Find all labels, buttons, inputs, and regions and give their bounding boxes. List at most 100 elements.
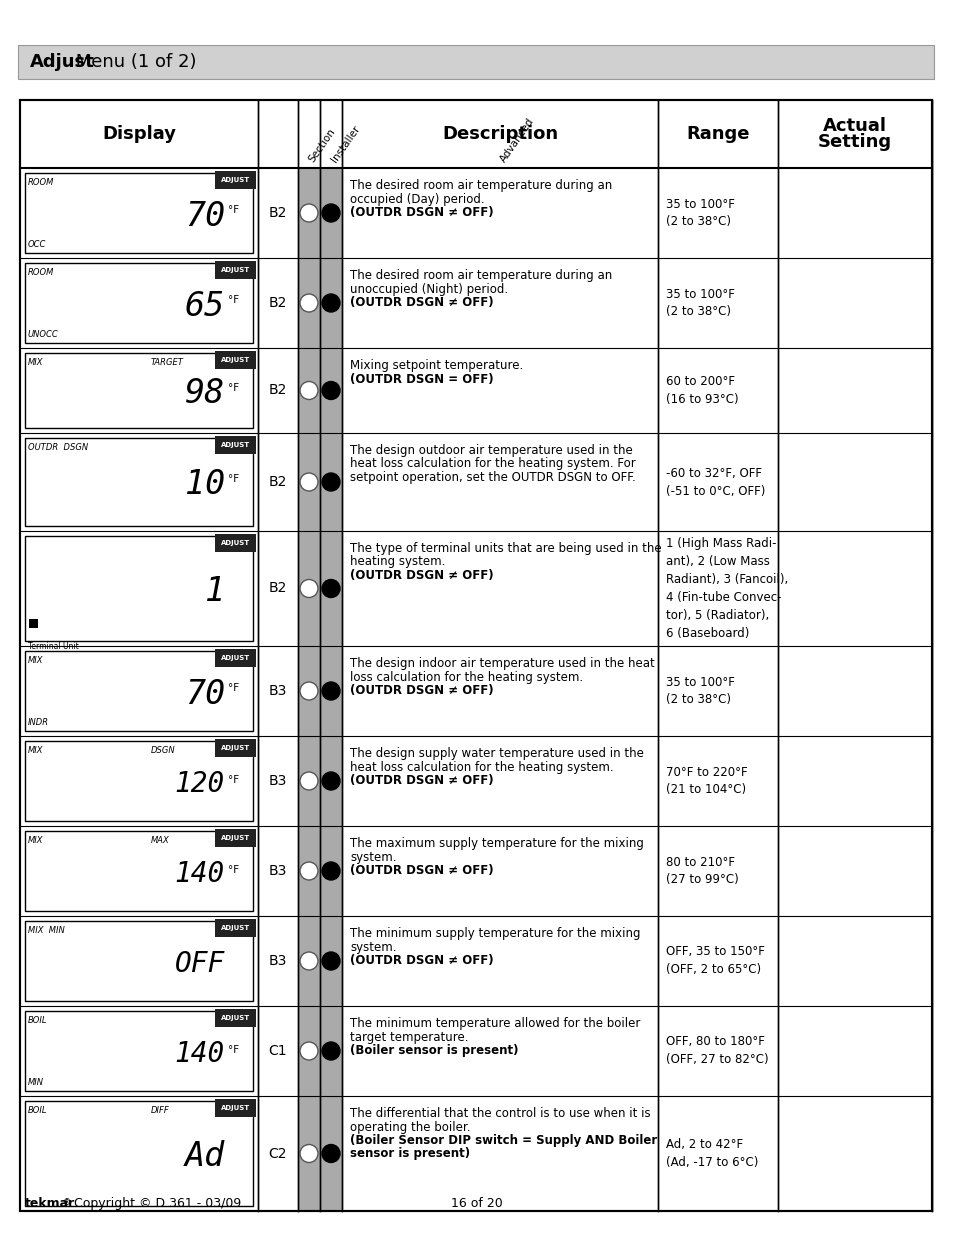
Bar: [25, 438, 253, 526]
Text: The desired room air temperature during an: The desired room air temperature during …: [350, 269, 612, 282]
Text: Setting: Setting: [817, 133, 891, 151]
Text: (Boiler sensor is present): (Boiler sensor is present): [350, 1044, 518, 1057]
Text: B2: B2: [269, 582, 287, 595]
Text: 35 to 100°F
(2 to 38°C): 35 to 100°F (2 to 38°C): [665, 676, 734, 706]
Text: ADJUST: ADJUST: [220, 177, 250, 183]
Text: ADJUST: ADJUST: [220, 1015, 250, 1021]
Text: ADJUST: ADJUST: [220, 745, 250, 751]
Circle shape: [322, 382, 339, 399]
Text: (OUTDR DSGN ≠ OFF): (OUTDR DSGN ≠ OFF): [350, 684, 493, 697]
Text: The type of terminal units that are being used in the: The type of terminal units that are bein…: [350, 542, 661, 555]
Text: °F: °F: [228, 474, 239, 484]
Text: DIFF: DIFF: [151, 1107, 169, 1115]
Text: C2: C2: [269, 1146, 287, 1161]
Text: The desired room air temperature during an: The desired room air temperature during …: [350, 179, 612, 191]
Text: 16 of 20: 16 of 20: [451, 1197, 502, 1210]
Text: -60 to 32°F, OFF
(-51 to 0°C, OFF): -60 to 32°F, OFF (-51 to 0°C, OFF): [665, 467, 764, 498]
Text: OFF, 35 to 150°F
(OFF, 2 to 65°C): OFF, 35 to 150°F (OFF, 2 to 65°C): [665, 946, 764, 977]
Text: B3: B3: [269, 774, 287, 788]
Text: 1 (High Mass Radi-
ant), 2 (Low Mass
Radiant), 3 (Fancoil),
4 (Fin-tube Convec-
: 1 (High Mass Radi- ant), 2 (Low Mass Rad…: [665, 537, 787, 640]
Text: 70: 70: [185, 200, 225, 232]
Circle shape: [322, 682, 339, 700]
Text: C1: C1: [269, 1044, 287, 1058]
Text: ROOM: ROOM: [28, 268, 54, 277]
Text: 60 to 200°F
(16 to 93°C): 60 to 200°F (16 to 93°C): [665, 375, 738, 406]
Text: B3: B3: [269, 684, 287, 698]
Text: (OUTDR DSGN ≠ OFF): (OUTDR DSGN ≠ OFF): [350, 206, 493, 219]
Text: B3: B3: [269, 953, 287, 968]
Text: B2: B2: [269, 475, 287, 489]
Circle shape: [322, 473, 339, 492]
Text: ADJUST: ADJUST: [220, 442, 250, 448]
Bar: [29, 619, 38, 629]
Text: The design outdoor air temperature used in the: The design outdoor air temperature used …: [350, 445, 632, 457]
Text: ®: ®: [63, 1198, 71, 1207]
Text: Ad: Ad: [185, 1140, 225, 1173]
Text: 120: 120: [174, 769, 225, 798]
Bar: [25, 831, 253, 911]
Circle shape: [299, 204, 317, 222]
Bar: [25, 263, 253, 343]
Text: The minimum supply temperature for the mixing: The minimum supply temperature for the m…: [350, 927, 639, 940]
Text: MIX: MIX: [28, 656, 44, 664]
Text: 140: 140: [174, 860, 225, 888]
Text: °F: °F: [228, 683, 239, 693]
Text: ADJUST: ADJUST: [220, 655, 250, 661]
Text: OFF, 80 to 180°F
(OFF, 27 to 82°C): OFF, 80 to 180°F (OFF, 27 to 82°C): [665, 1035, 768, 1067]
Text: unoccupied (Night) period.: unoccupied (Night) period.: [350, 283, 508, 295]
Text: ADJUST: ADJUST: [220, 835, 250, 841]
Text: Adjust: Adjust: [30, 53, 94, 70]
Text: occupied (Day) period.: occupied (Day) period.: [350, 193, 484, 205]
Text: Advanced: Advanced: [497, 116, 536, 164]
Bar: [25, 536, 253, 641]
Text: 65: 65: [185, 289, 225, 322]
Circle shape: [322, 294, 339, 312]
Text: Mixing setpoint temperature.: Mixing setpoint temperature.: [350, 359, 522, 372]
Text: The design indoor air temperature used in the heat: The design indoor air temperature used i…: [350, 657, 654, 671]
Text: Actual: Actual: [822, 117, 886, 135]
Text: MIX: MIX: [28, 746, 44, 755]
Text: ADJUST: ADJUST: [220, 357, 250, 363]
Text: OUTDR  DSGN: OUTDR DSGN: [28, 443, 88, 452]
Text: MIX: MIX: [28, 358, 44, 367]
Text: °F: °F: [228, 295, 239, 305]
Text: (OUTDR DSGN = OFF): (OUTDR DSGN = OFF): [350, 373, 493, 385]
Bar: [25, 651, 253, 731]
Text: B3: B3: [269, 864, 287, 878]
Circle shape: [299, 1042, 317, 1060]
Circle shape: [299, 952, 317, 969]
Text: Ad, 2 to 42°F
(Ad, -17 to 6°C): Ad, 2 to 42°F (Ad, -17 to 6°C): [665, 1137, 758, 1170]
Text: MIX  MIN: MIX MIN: [28, 926, 65, 935]
Text: 140: 140: [174, 1040, 225, 1068]
Circle shape: [322, 862, 339, 881]
Text: Display: Display: [102, 125, 175, 143]
Text: The maximum supply temperature for the mixing: The maximum supply temperature for the m…: [350, 837, 643, 850]
Bar: [297, 100, 341, 1212]
Text: 70: 70: [185, 678, 225, 710]
Text: (OUTDR DSGN ≠ OFF): (OUTDR DSGN ≠ OFF): [350, 953, 493, 967]
Text: loss calculation for the heating system.: loss calculation for the heating system.: [350, 671, 582, 683]
Circle shape: [322, 952, 339, 969]
Text: sensor is present): sensor is present): [350, 1147, 470, 1161]
Text: Section: Section: [307, 126, 337, 164]
Text: tekmar: tekmar: [25, 1197, 75, 1210]
Text: ADJUST: ADJUST: [220, 1105, 250, 1112]
Text: (OUTDR DSGN ≠ OFF): (OUTDR DSGN ≠ OFF): [350, 864, 493, 877]
Circle shape: [299, 772, 317, 790]
Circle shape: [322, 1145, 339, 1162]
Text: B2: B2: [269, 384, 287, 398]
Text: target temperature.: target temperature.: [350, 1030, 468, 1044]
Text: OCC: OCC: [28, 240, 47, 249]
Text: heating system.: heating system.: [350, 556, 445, 568]
Text: BOIL: BOIL: [28, 1107, 48, 1115]
Text: The differential that the control is to use when it is: The differential that the control is to …: [350, 1107, 650, 1120]
Text: system.: system.: [350, 851, 396, 863]
Text: °F: °F: [228, 776, 239, 785]
Text: 1: 1: [205, 576, 225, 608]
Text: The minimum temperature allowed for the boiler: The minimum temperature allowed for the …: [350, 1016, 639, 1030]
Text: (OUTDR DSGN ≠ OFF): (OUTDR DSGN ≠ OFF): [350, 569, 493, 582]
Bar: [25, 173, 253, 253]
Text: heat loss calculation for the heating system.: heat loss calculation for the heating sy…: [350, 761, 613, 773]
Text: 80 to 210°F
(27 to 99°C): 80 to 210°F (27 to 99°C): [665, 856, 738, 887]
Text: °F: °F: [228, 1045, 239, 1055]
